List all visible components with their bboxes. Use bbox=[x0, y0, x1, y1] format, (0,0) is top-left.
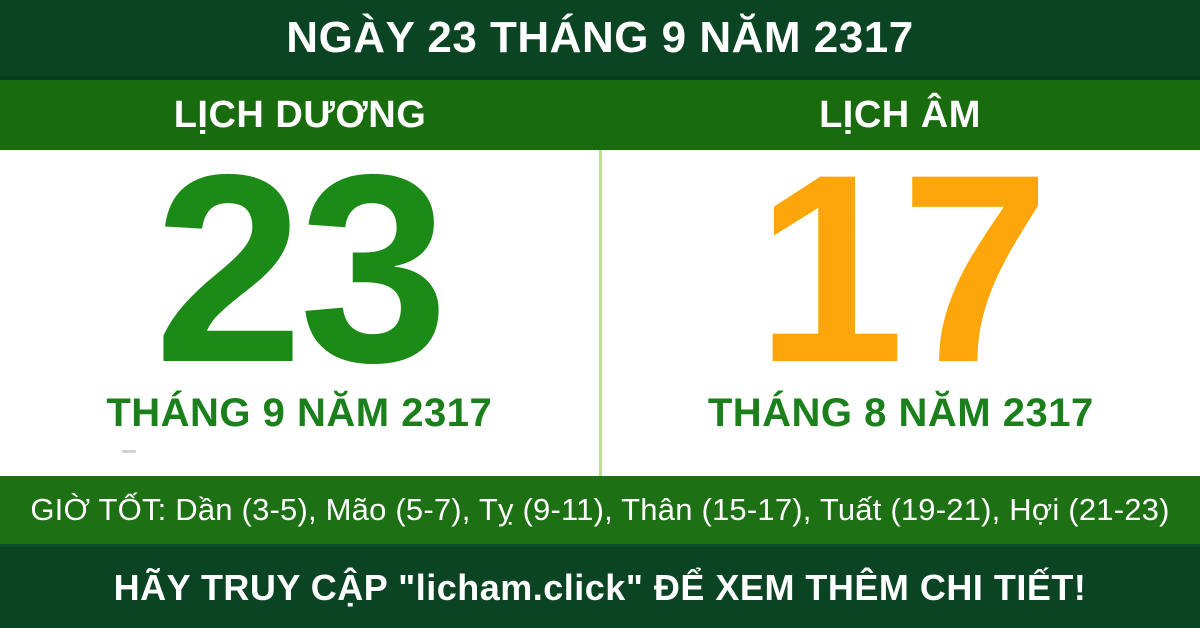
footer-call-to-action: HÃY TRUY CẬP "licham.click" ĐỂ XEM THÊM … bbox=[113, 566, 1087, 608]
lunar-day-number: 17 bbox=[755, 118, 1050, 418]
solar-panel: 23 THÁNG 9 NĂM 2317 bbox=[0, 134, 599, 476]
column-divider bbox=[598, 150, 602, 476]
stray-dash-mark bbox=[122, 450, 136, 453]
lunar-calendar-header: LỊCH ÂM bbox=[819, 93, 981, 136]
good-hours-bar: GIỜ TỐT: Dần (3-5), Mão (5-7), Tỵ (9-11)… bbox=[0, 476, 1200, 544]
solar-calendar-header: LỊCH DƯƠNG bbox=[173, 93, 427, 136]
page-title: NGÀY 23 THÁNG 9 NĂM 2317 bbox=[286, 13, 914, 62]
date-title-bar: NGÀY 23 THÁNG 9 NĂM 2317 bbox=[0, 0, 1200, 80]
calendar-panels: 23 THÁNG 9 NĂM 2317 17 THÁNG 8 NĂM 2317 bbox=[0, 134, 1200, 476]
solar-day-number: 23 bbox=[154, 118, 448, 418]
lunar-month-year-label: THÁNG 8 NĂM 2317 bbox=[707, 391, 1094, 435]
lunar-panel: 17 THÁNG 8 NĂM 2317 bbox=[602, 134, 1200, 476]
calendar-type-headers: LỊCH DƯƠNG LỊCH ÂM bbox=[0, 80, 1200, 150]
good-hours-text: GIỜ TỐT: Dần (3-5), Mão (5-7), Tỵ (9-11)… bbox=[30, 492, 1170, 527]
footer-banner: HÃY TRUY CẬP "licham.click" ĐỂ XEM THÊM … bbox=[0, 544, 1200, 628]
solar-month-year-label: THÁNG 9 NĂM 2317 bbox=[106, 391, 493, 435]
